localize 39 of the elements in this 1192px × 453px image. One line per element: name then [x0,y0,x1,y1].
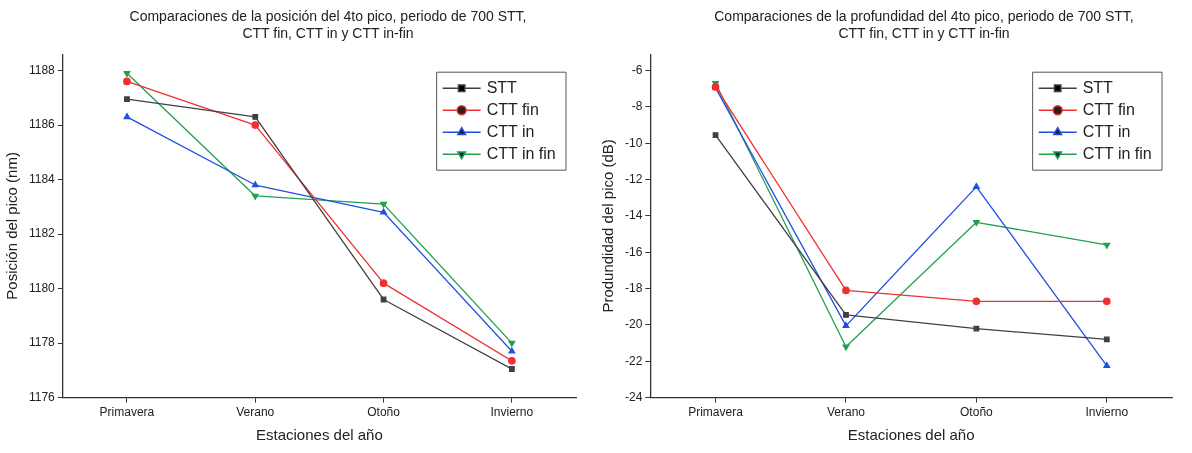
y-tick-label: -22 [625,353,643,368]
y-tick-label: -24 [625,389,643,404]
y-tick-label: 1176 [28,389,56,404]
x-tick-label: Primavera [99,405,155,420]
x-axis-title: Estaciones del año [847,426,975,444]
x-tick-label: Invierno [1085,405,1129,420]
x-tick-label: Verano [236,405,275,420]
legend-label: CTT fin [486,100,539,118]
x-axis-title: Estaciones del año [256,426,383,444]
x-tick-label: Otoño [960,405,994,420]
chart-title: Comparaciones de la profundidad del 4to pico, periodo de 700 STT, CTT fin, CTT in y CTT in-fin [713,8,1134,43]
y-tick-label: -14 [625,208,643,223]
x-tick-label: Otoño [367,405,401,420]
y-tick-label: -6 [631,62,643,77]
x-tick-label: Verano [826,405,866,420]
x-tick-label: Primavera [688,405,744,420]
x-tick-label: Invierno [490,405,534,420]
y-tick-label: 1178 [28,335,56,350]
y-tick-label: 1188 [28,62,56,77]
legend-label: CTT in [486,122,535,140]
y-tick-label: -16 [625,244,643,259]
legend-label: STT [486,78,518,96]
y-tick-label: -10 [625,135,643,150]
y-axis-title: Produndidad del pico (dB) [599,139,617,313]
y-tick-label: 1186 [28,117,56,132]
y-tick-label: 1184 [28,171,56,186]
y-axis-title: Posición del pico (nm) [3,152,21,300]
legend-label: CTT in [1082,122,1131,140]
chart-title: Comparaciones de la posición del 4to pico, periodo de 700 STT, CTT fin, CTT in y CTT in-fin [128,8,528,43]
y-tick-label: -12 [625,171,643,186]
y-tick-label: -18 [625,280,643,295]
legend-label: STT [1082,78,1114,96]
legend-label: CTT fin [1082,100,1135,118]
y-tick-label: -8 [631,99,643,114]
y-tick-label: 1180 [28,280,56,295]
y-tick-label: 1182 [28,226,56,241]
legend-label: CTT in fin [1082,144,1152,162]
y-tick-label: -20 [625,317,643,332]
legend-label: CTT in fin [486,144,556,162]
